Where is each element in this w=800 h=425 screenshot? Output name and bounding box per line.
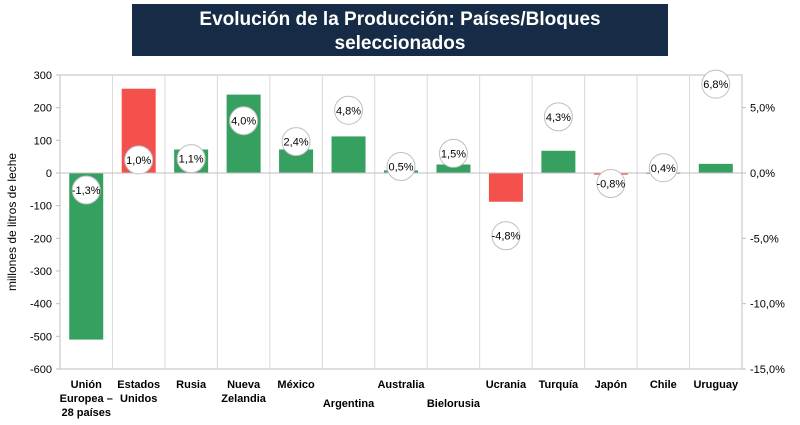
y-tick-label: -100 <box>30 201 52 213</box>
pct-marker <box>124 145 154 175</box>
chart-subtitle: ene-mar 2021 <box>353 57 447 74</box>
pct-label: 0,5% <box>388 161 413 173</box>
pct-marker <box>334 95 364 125</box>
pct-label: -1,3% <box>72 185 101 197</box>
category-label: Rusia <box>176 379 207 391</box>
category-label: Argentina <box>323 398 375 410</box>
y-tick-label: 300 <box>34 70 52 82</box>
bar <box>698 163 733 173</box>
pct-marker <box>543 102 573 132</box>
pct-marker <box>596 168 626 198</box>
category-label: 28 países <box>61 407 111 419</box>
plot-frame <box>59 74 743 370</box>
pct-label: -0,8% <box>596 178 625 190</box>
category-label: Unidos <box>120 393 157 405</box>
category-label: Unión <box>71 379 102 391</box>
y-axis-label: millones de litros de leche <box>5 153 19 291</box>
y2-tick-label: 5,0% <box>750 103 775 115</box>
y2-tick-label: -5,0% <box>750 233 779 245</box>
pct-marker <box>438 138 468 168</box>
y2-tick-label: 0,0% <box>750 168 775 180</box>
category-label: Uruguay <box>693 379 739 391</box>
pct-marker <box>71 175 101 205</box>
y-tick-label: -400 <box>30 299 52 311</box>
chart-title-box: Evolución de la Producción: Países/Bloqu… <box>132 4 668 74</box>
y-tick-label: -300 <box>30 266 52 278</box>
y2-tick-label: -10,0% <box>750 299 785 311</box>
pct-label: 0,4% <box>651 163 676 175</box>
pct-label: 1,5% <box>441 148 466 160</box>
category-label: Nueva <box>227 379 261 391</box>
pct-marker <box>176 144 206 174</box>
y-tick-label: 200 <box>34 103 52 115</box>
pct-marker <box>229 106 259 136</box>
category-label: México <box>277 379 315 391</box>
pct-label: 6,8% <box>703 79 728 91</box>
category-label: Europea – <box>60 393 113 405</box>
y-tick-label: -500 <box>30 331 52 343</box>
bar <box>436 164 471 173</box>
pct-label: 4,3% <box>546 112 571 124</box>
pct-marker <box>701 69 731 99</box>
category-label: Turquía <box>539 379 579 391</box>
bar <box>541 150 576 173</box>
bar <box>488 173 523 202</box>
y-tick-label: 0 <box>46 168 52 180</box>
y-tick-label: -200 <box>30 233 52 245</box>
pct-label: -4,8% <box>492 231 521 243</box>
category-label: Chile <box>650 379 677 391</box>
y2-tick-label: -15,0% <box>750 364 785 376</box>
category-label: Estados <box>117 379 160 391</box>
pct-label: 2,4% <box>284 137 309 149</box>
bar <box>279 149 314 173</box>
pct-label: 4,8% <box>336 105 361 117</box>
category-label: Bielorusia <box>427 398 481 410</box>
category-label: Japón <box>595 379 628 391</box>
pct-marker <box>281 127 311 157</box>
y-tick-label: 100 <box>34 135 52 147</box>
pct-marker <box>648 153 678 183</box>
category-label: Australia <box>377 379 425 391</box>
y-tick-label: -600 <box>30 364 52 376</box>
pct-label: 1,1% <box>179 154 204 166</box>
pct-marker <box>386 151 416 181</box>
pct-label: 1,0% <box>126 155 151 167</box>
bar <box>331 136 366 173</box>
pct-marker <box>491 221 521 251</box>
pct-label: 4,0% <box>231 116 256 128</box>
category-label: Zelandia <box>221 393 267 405</box>
category-label: Ucrania <box>486 379 527 391</box>
chart-title: Evolución de la Producción: Países/Bloqu… <box>199 9 601 54</box>
